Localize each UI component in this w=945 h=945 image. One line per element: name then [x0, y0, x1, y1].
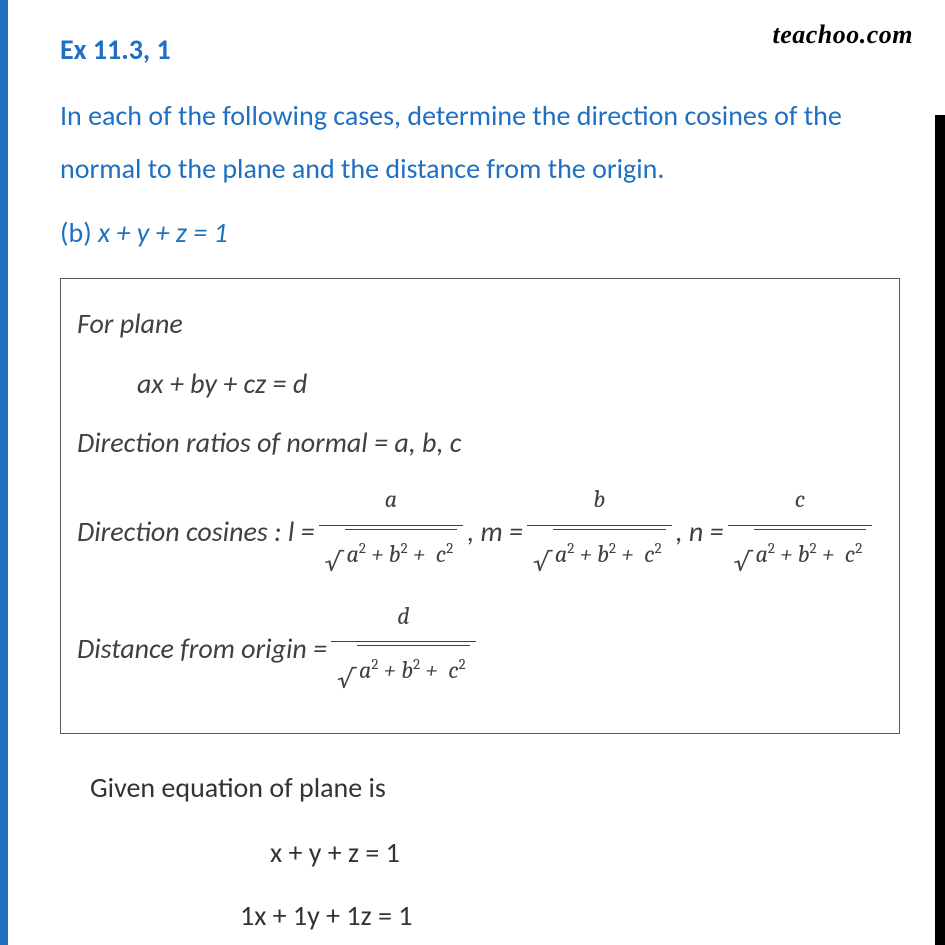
part-equation: x + y + z = 1 — [98, 215, 228, 250]
radicand-dist: a2 + b2 + c2 — [357, 645, 470, 694]
radicand-l: a2 + b2 + c2 — [345, 529, 458, 578]
frac-dist-num: d — [391, 594, 415, 642]
radical-icon: √ — [734, 549, 754, 577]
part-label: (b) — [60, 215, 98, 250]
fraction-m: b √ a2 + b2 + c2 — [527, 477, 672, 586]
frac-dist-den: √ a2 + b2 + c2 — [331, 641, 476, 702]
for-plane-label: For plane — [77, 297, 883, 350]
radicand-m: a2 + b2 + c2 — [553, 529, 666, 578]
sqrt-n: √ a2 + b2 + c2 — [734, 529, 867, 578]
general-plane-equation: ax + by + cz = d — [137, 357, 883, 410]
question-text: In each of the following cases, determin… — [60, 89, 900, 195]
radicand-n: a2 + b2 + c2 — [754, 529, 867, 578]
distance-line: Distance from origin = d √ a2 + b2 + c2 — [77, 594, 883, 703]
frac-n-den: √ a2 + b2 + c2 — [728, 525, 873, 586]
right-dark-stripe — [935, 115, 945, 945]
frac-l-den: √ a2 + b2 + c2 — [319, 525, 464, 586]
page-content: Ex 11.3, 1 In each of the following case… — [60, 32, 900, 933]
distance-label: Distance from origin = — [77, 622, 327, 675]
frac-m-num: b — [587, 477, 611, 525]
direction-cosines-line: Direction cosines : l = a √ a2 + b2 + c2… — [77, 477, 883, 586]
solution-start: Given equation of plane is x + y + z = 1… — [60, 770, 900, 933]
given-equation-label: Given equation of plane is — [90, 770, 900, 805]
frac-l-num: a — [379, 477, 403, 525]
sqrt-l: √ a2 + b2 + c2 — [325, 529, 458, 578]
left-accent-stripe — [0, 0, 8, 945]
frac-n-num: c — [789, 477, 811, 525]
fraction-l: a √ a2 + b2 + c2 — [319, 477, 464, 586]
n-label: , n = — [676, 505, 724, 558]
fraction-n: c √ a2 + b2 + c2 — [728, 477, 873, 586]
radical-icon: √ — [337, 666, 357, 694]
expanded-equation: 1x + 1y + 1z = 1 — [240, 898, 900, 933]
fraction-dist: d √ a2 + b2 + c2 — [331, 594, 476, 703]
frac-m-den: √ a2 + b2 + c2 — [527, 525, 672, 586]
question-part: (b) x + y + z = 1 — [60, 215, 900, 250]
sqrt-m: √ a2 + b2 + c2 — [533, 529, 666, 578]
exercise-heading: Ex 11.3, 1 — [60, 32, 900, 67]
formula-box: For plane ax + by + cz = d Direction rat… — [60, 278, 900, 733]
direction-ratios-line: Direction ratios of normal = a, b, c — [77, 416, 883, 469]
radical-icon: √ — [325, 549, 345, 577]
radical-icon: √ — [533, 549, 553, 577]
m-label: , m = — [467, 505, 523, 558]
given-equation: x + y + z = 1 — [270, 835, 900, 870]
dc-label: Direction cosines : l = — [77, 505, 315, 558]
sqrt-dist: √ a2 + b2 + c2 — [337, 645, 470, 694]
